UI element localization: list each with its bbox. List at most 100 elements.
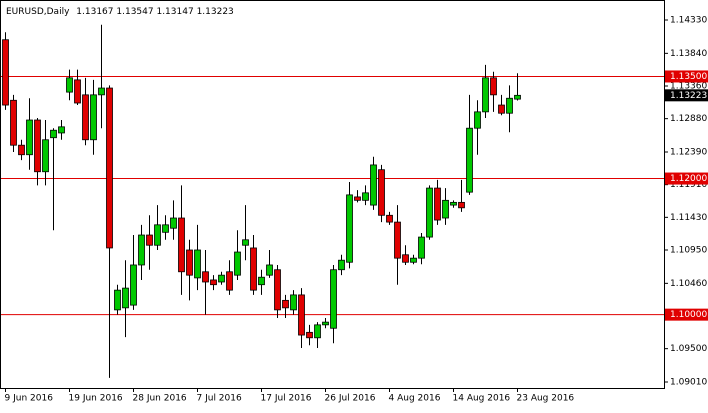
candle-body (314, 324, 321, 339)
last-low: 1.13147 (156, 7, 193, 17)
candle-body (282, 299, 289, 309)
candle-body (466, 127, 473, 193)
x-tick-label: 23 Aug 2016 (517, 394, 575, 404)
price-label-box (665, 89, 708, 102)
candle-body (298, 294, 305, 336)
candle-body (186, 249, 193, 276)
candle-body (290, 294, 297, 311)
candle-body (130, 264, 137, 306)
candle-body (442, 199, 449, 219)
candle-body (218, 274, 225, 283)
candle-body (10, 99, 17, 146)
candle-body (458, 201, 465, 209)
candle-body (26, 119, 33, 156)
x-tick-label: 28 Jun 2016 (133, 394, 187, 404)
chart-header: EURUSD,Daily 1.13167 1.13547 1.13147 1.1… (6, 7, 234, 17)
y-tick-label: 1.12880 (670, 114, 707, 124)
x-tick-label: 14 Aug 2016 (453, 394, 511, 404)
candle-body (90, 94, 97, 141)
x-tick-label: 17 Jul 2016 (261, 394, 312, 404)
last-high: 1.13547 (116, 7, 153, 17)
level-label: 1.10000 (670, 310, 707, 320)
y-tick-label: 1.09010 (670, 378, 707, 388)
candle-body (474, 111, 481, 129)
candle-body (330, 269, 337, 329)
y-tick-label: 1.10950 (670, 245, 707, 255)
y-tick-label: 1.11430 (670, 213, 707, 223)
candle-body (122, 287, 129, 309)
candle-body (498, 104, 505, 114)
candle-body (378, 169, 385, 216)
candle-body (402, 254, 409, 263)
x-tick-label: 9 Jun 2016 (5, 394, 54, 404)
candle-body (202, 271, 209, 283)
candle-body (170, 217, 177, 229)
level-label: 1.13500 (670, 72, 707, 82)
candle-body (426, 187, 433, 238)
candle-body (418, 236, 425, 259)
candle-body (394, 221, 401, 259)
level-label: 1.12000 (670, 174, 707, 184)
y-tick-label: 1.14330 (670, 15, 707, 25)
level-label-box (665, 308, 708, 321)
candle-body (258, 276, 265, 286)
candle-body (34, 119, 41, 173)
candle-body (346, 194, 353, 263)
y-tick-label: 1.09500 (670, 344, 707, 354)
x-tick-label: 4 Aug 2016 (389, 394, 441, 404)
level-label-box (665, 172, 708, 185)
y-tick-label: 1.10460 (670, 279, 707, 289)
x-tick-label: 19 Jun 2016 (69, 394, 123, 404)
candle-body (362, 192, 369, 201)
y-tick-label: 1.13840 (670, 49, 707, 59)
candle-body (154, 224, 161, 246)
candle-body (354, 196, 361, 201)
candle-body (114, 289, 121, 311)
candle-body (146, 234, 153, 246)
candle-body (2, 39, 9, 106)
plot-frame (0, 0, 665, 389)
candle-body (178, 217, 185, 273)
candle-body (514, 94, 521, 100)
candle-body (306, 331, 313, 339)
candle-body (74, 79, 81, 104)
candle-body (106, 87, 113, 249)
y-tick-label: 1.13360 (670, 81, 707, 91)
candle-body (322, 321, 329, 326)
y-tick-label: 1.11910 (670, 180, 707, 190)
candle-body (506, 97, 513, 114)
candle-body (434, 187, 441, 221)
candle-body (98, 87, 105, 96)
candle-body (194, 249, 201, 279)
candle-body (250, 247, 257, 291)
candle-body (234, 251, 241, 276)
candle-body (50, 129, 57, 139)
candle-body (482, 77, 489, 113)
candle-body (138, 234, 145, 266)
candle-body (410, 257, 417, 263)
candle-body (490, 77, 497, 96)
candle-body (242, 239, 249, 246)
symbol: EURUSD,Daily (6, 7, 70, 17)
x-tick-label: 7 Jul 2016 (197, 394, 242, 404)
candle-body (266, 264, 273, 276)
candle-body (58, 126, 65, 134)
last-open: 1.13167 (76, 7, 113, 17)
x-tick-label: 26 Jul 2016 (325, 394, 376, 404)
last-close: 1.13223 (197, 7, 234, 17)
price-label: 1.13223 (670, 91, 707, 101)
candle-body (82, 94, 89, 141)
candle-body (42, 139, 49, 173)
candle-body (162, 224, 169, 233)
candle-body (450, 201, 457, 206)
candle-body (274, 269, 281, 311)
candle-body (226, 271, 233, 291)
y-tick-label: 1.12390 (670, 148, 707, 158)
candle-body (386, 214, 393, 223)
candle-body (370, 164, 377, 206)
candle-body (210, 279, 217, 286)
candle-body (18, 144, 25, 156)
level-label-box (665, 70, 708, 83)
candle-body (338, 259, 345, 271)
